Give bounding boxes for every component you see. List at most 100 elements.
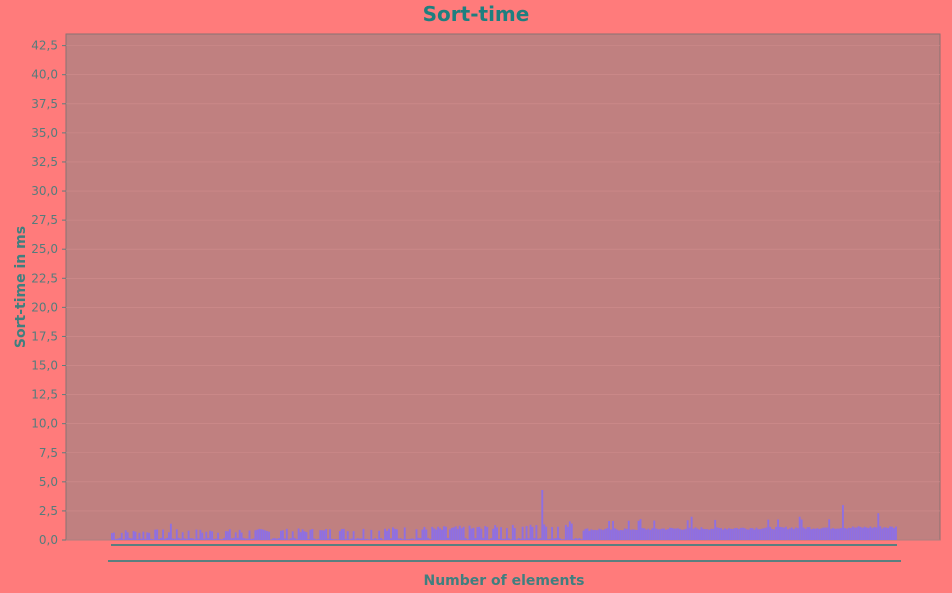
bar [224,531,227,540]
bar [289,538,292,540]
bar [786,529,789,540]
bar [452,527,455,540]
bar [794,527,797,540]
bar [154,529,157,540]
bar [688,527,691,540]
bar [276,538,278,540]
bar [580,539,583,540]
bar [281,530,284,540]
bar [488,539,491,540]
bar [413,539,416,540]
bar [335,539,337,540]
bar [720,528,723,540]
bar [209,530,212,540]
bar [659,529,662,540]
bar [661,528,664,540]
bar [586,528,589,540]
bar [543,524,546,540]
bar [757,529,760,540]
bar [804,528,807,540]
bar [405,539,408,540]
bar [877,513,880,540]
bar [474,538,477,540]
bar [724,528,726,540]
bar [669,527,671,540]
bar [541,489,544,540]
bar [869,526,872,540]
bar [386,530,388,540]
bar [160,537,162,540]
bar [674,528,677,540]
bar [645,529,648,540]
bar [427,537,430,540]
bar [419,538,422,540]
bar [549,538,552,540]
bar [504,538,506,540]
bar [258,528,261,540]
bar [211,531,214,540]
y-tick-label: 42,5 [31,39,58,53]
bar [879,526,882,540]
bar [855,527,858,540]
bar [309,529,312,540]
y-tick-label: 17,5 [31,329,58,343]
bar [676,528,679,540]
bar [578,538,581,540]
bar [726,529,728,540]
bar [672,528,675,540]
bar [448,529,451,540]
bar [462,526,465,540]
bar [682,529,685,540]
bar [557,526,559,540]
bar [600,529,603,540]
bar [781,527,783,540]
bar [283,538,286,540]
bar [458,525,461,540]
bar [582,530,585,540]
bar [698,529,701,540]
bar [606,528,609,540]
bar [338,531,341,540]
bar [148,532,151,540]
bar [246,538,249,540]
bar [722,529,724,540]
bar [144,538,147,540]
bar [731,528,734,540]
bar [867,528,870,540]
bar [553,538,555,540]
bar [637,520,640,540]
bar [749,528,752,540]
bar [716,527,719,540]
bar [838,528,840,540]
bar [372,539,375,540]
bar [348,539,351,540]
bar [376,539,379,540]
bar [439,528,442,540]
bar [847,527,850,540]
bar [336,539,339,540]
bar [156,529,159,540]
bar [692,528,695,540]
bar [537,538,540,540]
bar [566,526,569,540]
bar [177,537,180,540]
bar [415,529,418,540]
bar [639,519,642,540]
bar [714,519,717,540]
bar [272,538,274,540]
bar [356,538,359,540]
bar [407,539,410,540]
bar [875,527,878,540]
bar [802,527,805,540]
bar [116,538,119,540]
bar [311,529,314,540]
bar [201,532,204,540]
bar [270,539,273,540]
y-tick-label: 10,0 [31,417,58,431]
bar [765,527,768,540]
bar [323,530,326,540]
bar [667,529,669,540]
bar [547,539,550,540]
bar [441,529,443,540]
